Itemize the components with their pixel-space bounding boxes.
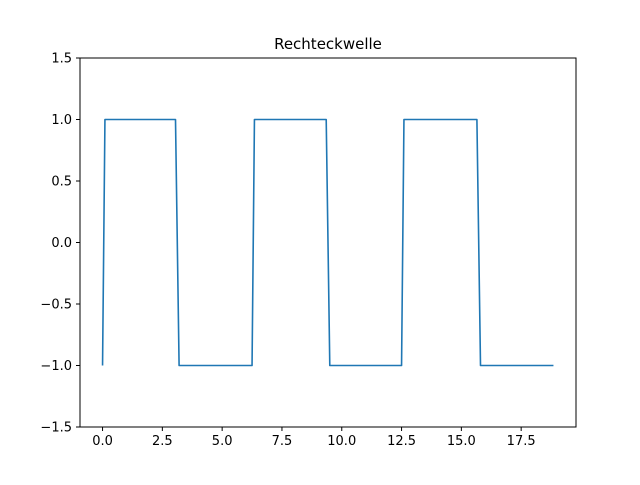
series-line-0 xyxy=(101,118,554,367)
chart-title: Rechteckwelle xyxy=(274,35,382,53)
x-tick-label: 10.0 xyxy=(327,434,356,449)
x-tick-label: 7.5 xyxy=(272,434,293,449)
y-tick-label: −0.5 xyxy=(40,298,72,313)
series-layer xyxy=(101,118,554,367)
x-tick-label: 2.5 xyxy=(152,434,173,449)
x-tick-label: 12.5 xyxy=(387,434,416,449)
y-tick-label: 1.0 xyxy=(51,113,72,128)
y-axis: −1.5 −1.0 −0.5 0.0 0.5 1.0 1.5 xyxy=(40,52,80,436)
x-tick-label: 5.0 xyxy=(212,434,233,449)
x-axis: 0.0 2.5 5.0 7.5 10.0 12.5 15.0 17.5 xyxy=(92,427,536,449)
y-tick-label: 0.5 xyxy=(51,175,72,190)
x-tick-label: 0.0 xyxy=(92,434,113,449)
y-tick-label: −1.5 xyxy=(40,421,72,436)
y-tick-label: −1.0 xyxy=(40,359,72,374)
y-tick-label: 1.5 xyxy=(51,52,72,67)
x-tick-label: 15.0 xyxy=(447,434,476,449)
y-tick-label: 0.0 xyxy=(51,236,72,251)
x-tick-label: 17.5 xyxy=(507,434,536,449)
